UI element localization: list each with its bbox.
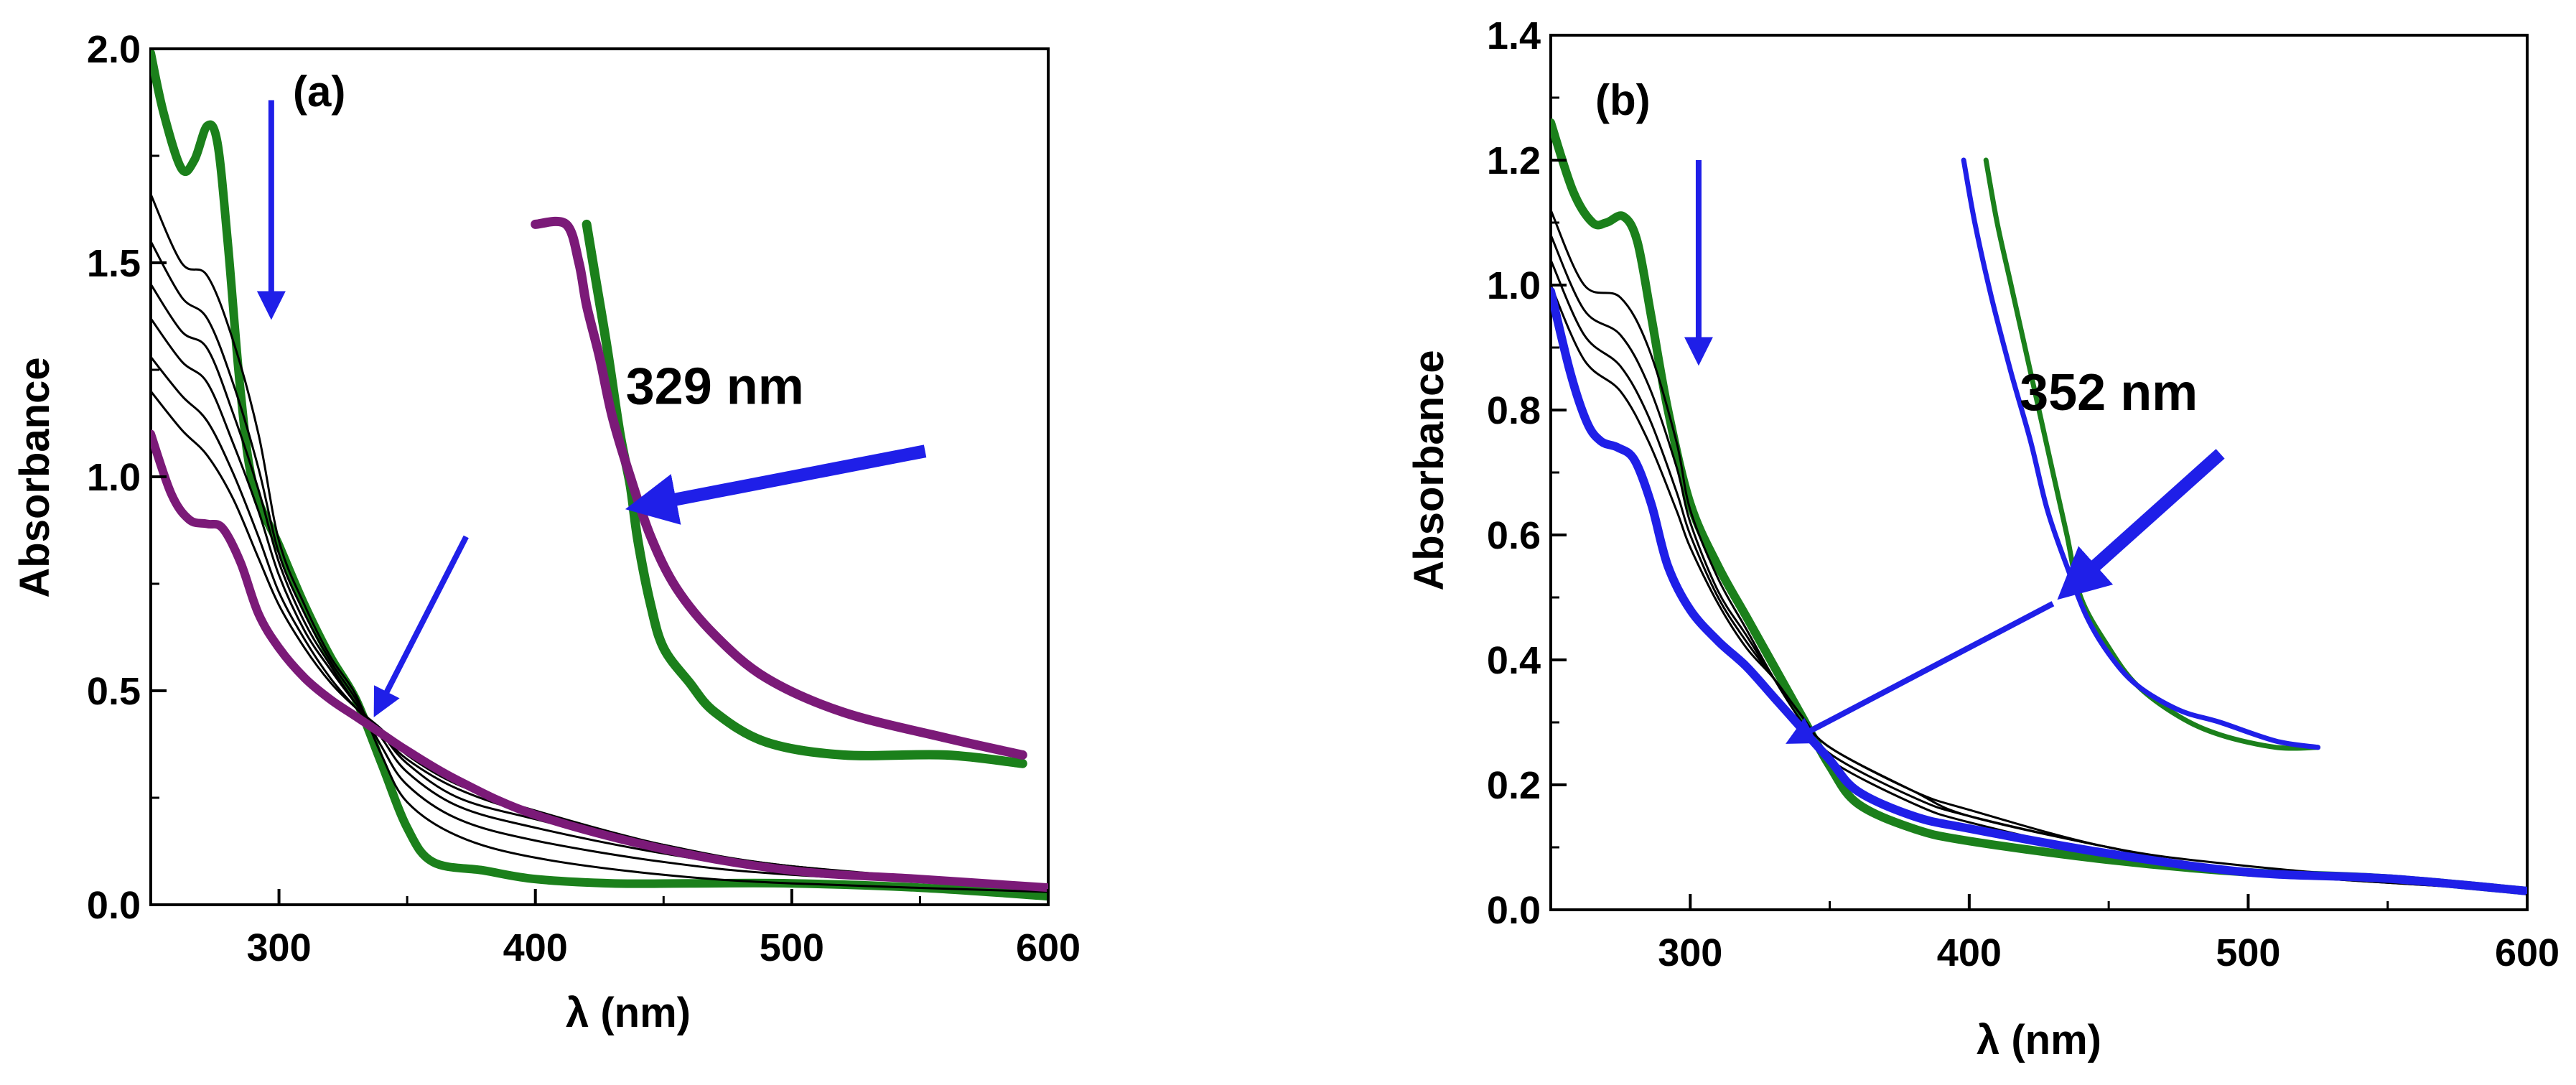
series-line-intermediate-4-b — [1551, 284, 2527, 893]
y-tick-label-a: 1.5 — [87, 242, 141, 285]
y-tick-label-a: 1.0 — [87, 456, 141, 499]
arrow-layer-b — [1684, 160, 2225, 744]
series-line-intermediate-1-a — [151, 193, 1048, 893]
y-tick-label-b: 0.2 — [1487, 764, 1541, 807]
x-tick-label-b: 300 — [1658, 931, 1722, 974]
arrow-layer-a — [256, 100, 927, 717]
tick-layer-b: 300 400 500 600 0.0 0.2 0.4 0.6 0.8 1.0 1.2 1.4 — [1487, 14, 2559, 974]
panel-a: 300 400 500 600 0.0 0.5 1.0 1.5 2.0 (a) 329 nm λ… — [11, 28, 1081, 1036]
x-tick-label-b: 400 — [1937, 931, 2002, 974]
y-axis-title-b: Absorbance — [1406, 350, 1452, 590]
series-line-inset-final-b — [1961, 157, 2321, 750]
series-line-intermediate-4-a — [151, 317, 1048, 889]
panel-label-b: (b) — [1595, 76, 1651, 124]
series-line-inset-initial-b — [1983, 157, 2321, 751]
trend-arrow-a — [373, 535, 469, 717]
series-line-initial-a — [151, 49, 1048, 901]
x-axis-title-a: λ (nm) — [566, 989, 691, 1036]
plot-frame-a — [149, 47, 1050, 906]
series-line-final-b — [1551, 287, 2527, 895]
series-layer-a — [151, 49, 1048, 901]
series-line-inset-final-a — [531, 216, 1027, 760]
y-axis-title-a: Absorbance — [11, 357, 58, 597]
y-tick-label-a: 0.5 — [87, 670, 141, 713]
y-tick-label-b: 1.0 — [1487, 264, 1541, 307]
x-axis-title-b: λ (nm) — [1977, 1017, 2101, 1063]
panel-label-a: (a) — [293, 67, 345, 116]
y-tick-label-b: 0.0 — [1487, 889, 1541, 932]
annotation-352nm: 352 nm — [2020, 364, 2198, 422]
y-tick-label-b: 0.8 — [1487, 389, 1541, 432]
x-tick-label-b: 600 — [2495, 931, 2559, 974]
y-tick-label-b: 0.6 — [1487, 514, 1541, 557]
annotation-arrow-b — [2057, 449, 2225, 600]
trend-arrow-b — [1786, 601, 2055, 744]
x-tick-label-a: 300 — [247, 926, 312, 969]
tick-layer-a: 300 400 500 600 0.0 0.5 1.0 1.5 2.0 — [87, 28, 1081, 969]
y-tick-label-b: 0.4 — [1487, 639, 1541, 682]
series-line-inset-initial-a — [582, 219, 1027, 768]
x-tick-label-a: 600 — [1016, 926, 1081, 969]
series-line-intermediate-6-a — [151, 390, 1048, 889]
x-tick-label-a: 400 — [503, 926, 568, 969]
x-tick-label-b: 500 — [2216, 931, 2280, 974]
series-line-intermediate-5-a — [151, 355, 1048, 889]
y-tick-label-b: 1.4 — [1487, 14, 1541, 57]
series-line-intermediate-2-a — [151, 240, 1048, 889]
series-line-final-a — [151, 429, 1048, 893]
panel-b: 300 400 500 600 0.0 0.2 0.4 0.6 0.8 1.0 1.2 1.4 (b)… — [1406, 14, 2559, 1063]
y-tick-label-b: 1.2 — [1487, 139, 1541, 182]
annotation-329nm: 329 nm — [626, 358, 804, 416]
x-tick-label-a: 500 — [760, 926, 824, 969]
y-tick-label-a: 0.0 — [87, 884, 141, 927]
y-tick-label-a: 2.0 — [87, 28, 141, 71]
annotation-arrow-a — [625, 444, 927, 525]
